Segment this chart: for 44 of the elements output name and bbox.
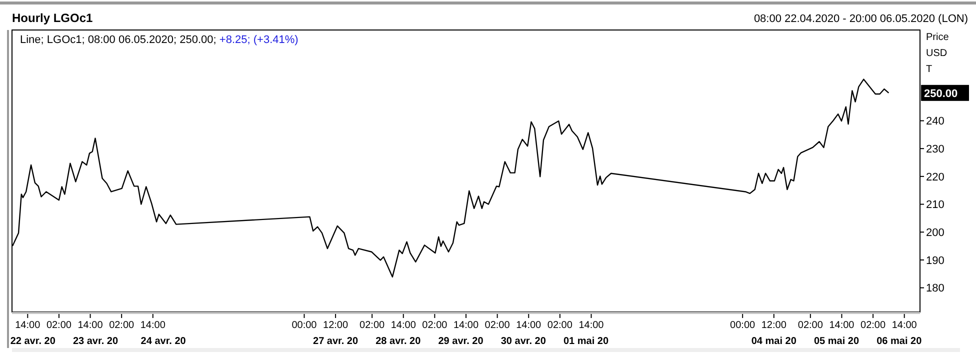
x-tick-label: 00:00 xyxy=(730,320,756,331)
x-tick-label: 14:00 xyxy=(390,320,416,331)
x-tick-label: 14:00 xyxy=(453,320,479,331)
y-tick-label: 190 xyxy=(926,254,944,267)
y-tick-label: 230 xyxy=(926,143,944,156)
y-tick-label: 180 xyxy=(926,282,944,295)
chart-title: Hourly LGOc1 xyxy=(12,11,94,25)
x2-tick-label: 28 avr. 20 xyxy=(376,336,422,347)
text: 250.00 xyxy=(924,88,958,100)
x2-tick-label: 01 mai 20 xyxy=(564,336,609,347)
x2-tick-label: 06 mai 20 xyxy=(876,336,922,347)
y-tick-label: 240 xyxy=(926,116,944,128)
y-tick-label: 200 xyxy=(926,226,944,239)
x2-tick-label: 04 mai 20 xyxy=(751,336,797,347)
x-tick-label: 14:00 xyxy=(140,320,166,331)
x2-tick-label: 05 mai 20 xyxy=(814,336,860,347)
x-tick-label: 02:00 xyxy=(422,320,448,331)
x2-tick-label: 22 avr. 20 xyxy=(10,336,56,347)
y-axis-title: Price USD T xyxy=(926,32,950,75)
chart-subtitle: 08:00 22.04.2020 - 20:00 06.05.2020 (LON) xyxy=(754,13,968,25)
x-tick-label: 02:00 xyxy=(484,320,510,331)
x-tick-label: 00:00 xyxy=(292,320,318,331)
x-tick-label: 14:00 xyxy=(578,320,604,331)
x-tick-label: 14:00 xyxy=(892,320,918,331)
x-tick-label: 12:00 xyxy=(323,320,348,331)
x-tick-label: 14:00 xyxy=(78,320,104,331)
x-tick-label: 12:00 xyxy=(761,320,787,331)
x2-tick-label: 24 avr. 20 xyxy=(140,336,186,347)
x-tick-label: 02:00 xyxy=(109,320,135,331)
annotation: Line; LGOc1; 08:00 06.05.2020; 250.00; +8.25; (+3.41%) xyxy=(20,34,298,46)
x-tick-label: 02:00 xyxy=(547,320,573,331)
x2-tick-label: 23 avr. 20 xyxy=(72,336,118,347)
x-tick-label: 14:00 xyxy=(829,320,855,331)
y-tick-label: 220 xyxy=(926,171,944,184)
x-tick-label: 02:00 xyxy=(798,320,824,331)
x-tick-label: 02:00 xyxy=(46,320,72,331)
x-tick-label: 14:00 xyxy=(516,320,542,331)
x-tick-label: 14:00 xyxy=(15,320,41,331)
x-tick-label: 02:00 xyxy=(360,320,386,331)
x-tick-label: 02:00 xyxy=(860,320,886,331)
x2-tick-label: 27 avr. 20 xyxy=(313,336,358,347)
x2-tick-label: 29 avr. 20 xyxy=(438,336,484,347)
x2-tick-label: 30 avr. 20 xyxy=(500,336,546,347)
y-tick-label: 210 xyxy=(926,199,944,212)
